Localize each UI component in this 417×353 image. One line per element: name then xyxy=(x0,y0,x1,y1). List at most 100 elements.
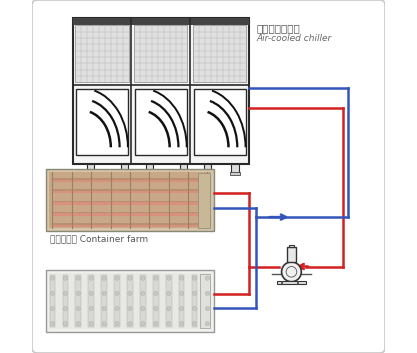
Bar xyxy=(200,274,210,328)
Bar xyxy=(204,164,211,173)
Circle shape xyxy=(89,276,93,280)
Bar xyxy=(85,172,95,175)
Circle shape xyxy=(115,306,119,311)
Circle shape xyxy=(115,291,119,295)
Text: Air-cooled chiller: Air-cooled chiller xyxy=(256,34,332,42)
Bar xyxy=(53,201,207,202)
Circle shape xyxy=(128,291,132,295)
Bar xyxy=(53,178,207,180)
Bar xyxy=(135,89,187,155)
Bar xyxy=(193,25,246,82)
Circle shape xyxy=(63,291,68,295)
Bar xyxy=(205,275,210,327)
Circle shape xyxy=(166,276,171,280)
Bar xyxy=(179,275,184,327)
Bar xyxy=(53,202,207,205)
Circle shape xyxy=(102,291,106,295)
Bar xyxy=(53,213,207,216)
Circle shape xyxy=(89,306,93,311)
Bar xyxy=(88,275,94,327)
Bar xyxy=(127,275,133,327)
Bar xyxy=(114,275,120,327)
Bar xyxy=(101,275,107,327)
Circle shape xyxy=(128,322,132,326)
Circle shape xyxy=(102,306,106,311)
Bar xyxy=(119,172,130,175)
Bar xyxy=(180,164,187,173)
Bar xyxy=(76,89,128,155)
Bar xyxy=(53,225,207,227)
Bar xyxy=(230,172,240,175)
Circle shape xyxy=(179,322,184,326)
Circle shape xyxy=(192,322,197,326)
Circle shape xyxy=(205,322,210,326)
Circle shape xyxy=(141,276,145,280)
Bar xyxy=(53,223,207,225)
Circle shape xyxy=(89,322,93,326)
Circle shape xyxy=(63,322,68,326)
Circle shape xyxy=(50,306,55,311)
Bar xyxy=(144,172,154,175)
Bar xyxy=(287,247,296,262)
Circle shape xyxy=(89,291,93,295)
Bar xyxy=(146,164,153,173)
Bar xyxy=(231,164,239,173)
Text: 风冷式冷水机组: 风冷式冷水机组 xyxy=(256,23,300,33)
Bar xyxy=(46,169,214,231)
Bar xyxy=(73,18,249,164)
Bar xyxy=(87,164,94,173)
Bar xyxy=(75,25,128,82)
Circle shape xyxy=(154,322,158,326)
Circle shape xyxy=(166,291,171,295)
Circle shape xyxy=(154,306,158,311)
Bar xyxy=(277,281,306,284)
Circle shape xyxy=(141,306,145,311)
Circle shape xyxy=(63,306,68,311)
Circle shape xyxy=(128,306,132,311)
Bar xyxy=(53,191,207,193)
Circle shape xyxy=(76,322,80,326)
Circle shape xyxy=(192,276,197,280)
Circle shape xyxy=(205,291,210,295)
Circle shape xyxy=(179,276,184,280)
Bar xyxy=(53,180,207,182)
Circle shape xyxy=(166,306,171,311)
Circle shape xyxy=(102,276,106,280)
Bar xyxy=(153,275,158,327)
Circle shape xyxy=(102,322,106,326)
Bar xyxy=(194,89,246,155)
Circle shape xyxy=(128,276,132,280)
Circle shape xyxy=(154,276,158,280)
Bar xyxy=(73,18,249,25)
Circle shape xyxy=(179,306,184,311)
Circle shape xyxy=(50,291,55,295)
Bar xyxy=(75,275,81,327)
Text: 集装筱农场 Container farm: 集装筱农场 Container farm xyxy=(50,235,148,244)
Bar xyxy=(46,270,214,332)
Bar xyxy=(140,275,146,327)
Bar xyxy=(63,275,68,327)
Bar xyxy=(203,172,213,175)
Circle shape xyxy=(141,291,145,295)
Bar xyxy=(178,172,188,175)
Bar xyxy=(121,164,128,173)
Circle shape xyxy=(63,276,68,280)
Bar xyxy=(134,25,187,82)
Bar xyxy=(166,275,171,327)
Circle shape xyxy=(192,291,197,295)
Circle shape xyxy=(76,306,80,311)
Circle shape xyxy=(154,291,158,295)
Circle shape xyxy=(115,322,119,326)
Bar xyxy=(198,173,210,228)
Circle shape xyxy=(166,322,171,326)
Circle shape xyxy=(50,322,55,326)
Bar xyxy=(49,273,211,329)
Bar xyxy=(53,190,207,191)
Circle shape xyxy=(205,306,210,311)
Circle shape xyxy=(179,291,184,295)
Bar xyxy=(192,275,197,327)
Circle shape xyxy=(50,276,55,280)
Bar xyxy=(53,212,207,213)
Bar xyxy=(49,172,211,228)
Circle shape xyxy=(192,306,197,311)
